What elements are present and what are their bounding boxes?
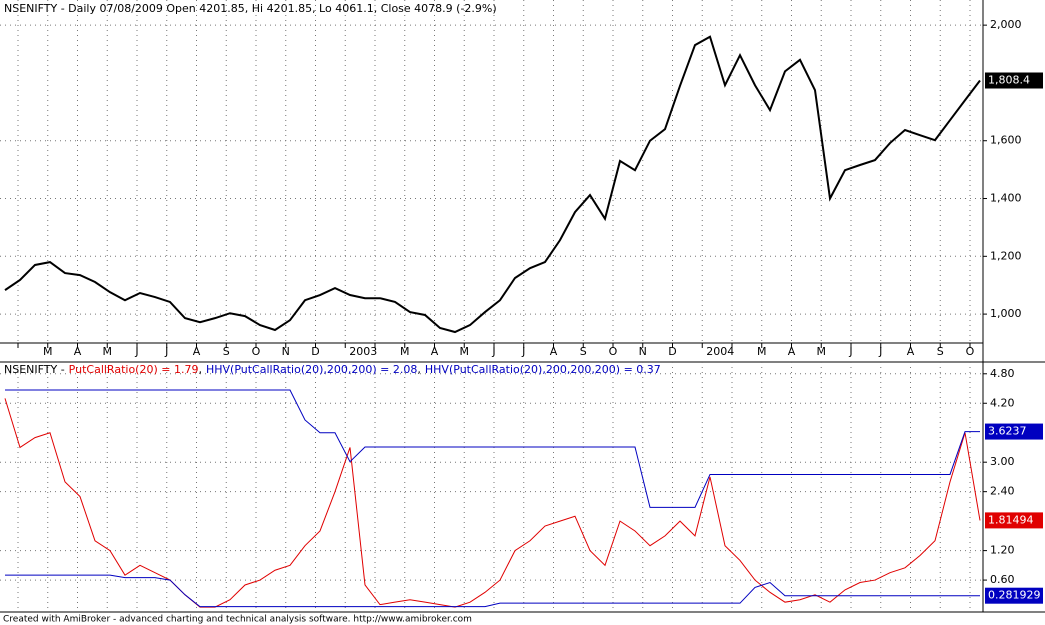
x-tick-label: A [907,345,915,358]
y-tick-label: 1.20 [990,544,1015,557]
x-tick-label: S [223,345,230,358]
x-tick-label: M [817,345,827,358]
data-line [4,35,981,334]
y-tick-label: 4.20 [990,396,1015,409]
x-tick-label: M [43,345,53,358]
y-tick-label: 0.60 [990,573,1015,586]
y-tick-label: 4.80 [990,367,1015,380]
y-tick-label: 1,600 [990,134,1022,147]
x-tick-label: J [848,345,852,358]
x-tick-label: N [639,345,647,358]
x-tick-label: M [757,345,767,358]
x-tick-label: O [609,345,618,358]
x-tick-label: A [431,345,439,358]
legend: NSENIFTY - PutCallRatio(20) = 1.79, HHV(Pu… [4,363,661,376]
value-label-box [985,423,1043,440]
x-tick-label: N [282,345,290,358]
x-tick-label: A [74,345,82,358]
y-tick-label: 1,000 [990,307,1022,320]
x-tick-label: J [134,345,138,358]
x-tick-label: J [491,345,495,358]
x-tick-label: M [460,345,470,358]
x-tick-label: A [788,345,796,358]
legend-entry: HHV(PutCallRatio(20),200,200) = 2.08 [206,363,417,376]
x-tick-label: O [252,345,261,358]
value-label-box [985,512,1043,529]
chart-title: NSENIFTY - Daily 07/08/2009 Open 4201.85… [4,2,497,15]
value-label: 3.6237 [988,425,1027,438]
legend-prefix: NSENIFTY - [4,363,65,376]
value-label: 1.81494 [988,513,1034,526]
x-tick-label: A [193,345,201,358]
y-tick-label: 3.00 [990,455,1015,468]
value-label: 1,808.4 [988,74,1030,87]
data-line [5,389,980,508]
data-line [5,574,981,608]
legend-entry: PutCallRatio(20) = 1.79 [69,363,199,376]
x-tick-label: D [668,345,676,358]
x-tick-label: J [878,345,882,358]
x-tick-label: M [103,345,113,358]
x-tick-label: D [311,345,319,358]
y-tick-label: 1,200 [990,249,1022,262]
x-tick-label: S [580,345,587,358]
x-tick-label: O [966,345,975,358]
y-tick-label: 2,000 [990,18,1022,31]
value-label-box [985,72,1043,89]
legend-separator: , [417,363,421,376]
legend-entry: HHV(PutCallRatio(20),200,200,200) = 0.37 [425,363,661,376]
x-tick-label: S [937,345,944,358]
legend-separator: , [198,363,202,376]
value-label-box [985,587,1043,604]
x-tick-label: 2003 [349,345,377,358]
x-tick-label: 2004 [706,345,734,358]
footer: Created with AmiBroker - advanced charti… [3,615,472,625]
x-tick-label: M [400,345,410,358]
y-tick-label: 2.40 [990,485,1015,498]
x-tick-label: J [164,345,168,358]
value-label: 0.281929 [988,589,1041,602]
x-tick-label: J [521,345,525,358]
y-tick-label: 1,400 [990,192,1022,205]
x-tick-label: A [550,345,558,358]
